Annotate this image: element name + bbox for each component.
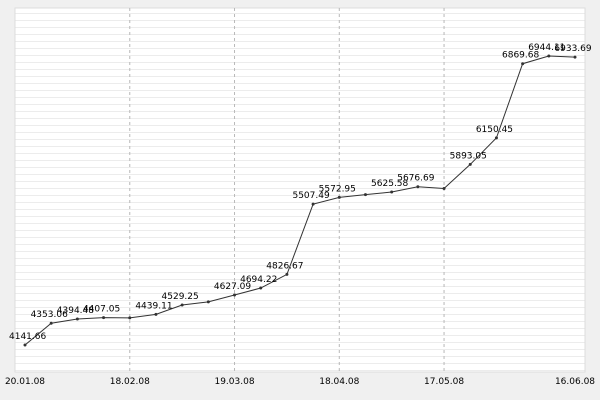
data-label: 6150.45 <box>476 125 513 135</box>
point <box>442 186 446 190</box>
point <box>49 321 53 325</box>
data-label: 4439.11 <box>135 301 172 311</box>
point <box>337 195 341 199</box>
data-label: 4141.66 <box>9 332 46 342</box>
point <box>102 316 106 320</box>
point <box>363 193 367 197</box>
data-label: 4826.67 <box>266 261 303 271</box>
data-label: 4407.05 <box>83 305 120 315</box>
data-label: 6869.68 <box>502 51 539 61</box>
data-label: 5676.69 <box>397 174 434 184</box>
line <box>24 55 576 346</box>
x-tick-label: 17.05.08 <box>424 377 464 387</box>
point <box>75 317 79 321</box>
data-label: 5893.05 <box>450 151 487 161</box>
data-label: 5507.49 <box>292 191 329 201</box>
point <box>180 303 184 307</box>
data-label: 4394.48 <box>57 306 94 316</box>
x-tick-label: 18.02.08 <box>110 377 150 387</box>
point <box>521 62 525 66</box>
x-tick-label: 20.01.08 <box>5 377 45 387</box>
point <box>416 185 420 189</box>
x-tick-label: 16.06.08 <box>555 377 595 387</box>
data-label: 6944.11 <box>528 43 565 53</box>
point <box>390 190 394 194</box>
point <box>468 162 472 166</box>
point <box>573 55 577 59</box>
point <box>154 312 158 316</box>
x-tick-label: 19.03.08 <box>214 377 254 387</box>
data-label: 5572.95 <box>319 184 356 194</box>
x-tick-label: 18.04.08 <box>319 377 359 387</box>
point <box>311 202 315 206</box>
plot-area <box>14 7 586 373</box>
point <box>259 286 263 290</box>
data-label: 4353.06 <box>31 310 68 320</box>
point <box>206 300 210 304</box>
point <box>233 293 237 297</box>
data-label: 6933.69 <box>554 44 591 54</box>
data-label: 4694.22 <box>240 275 277 285</box>
data-label: 4529.25 <box>162 292 199 302</box>
point <box>128 316 132 320</box>
point <box>23 343 27 347</box>
point <box>547 54 551 58</box>
point <box>285 272 289 276</box>
data-label: 4627.09 <box>214 282 251 292</box>
point <box>494 136 498 140</box>
data-label: 5625.58 <box>371 179 408 189</box>
